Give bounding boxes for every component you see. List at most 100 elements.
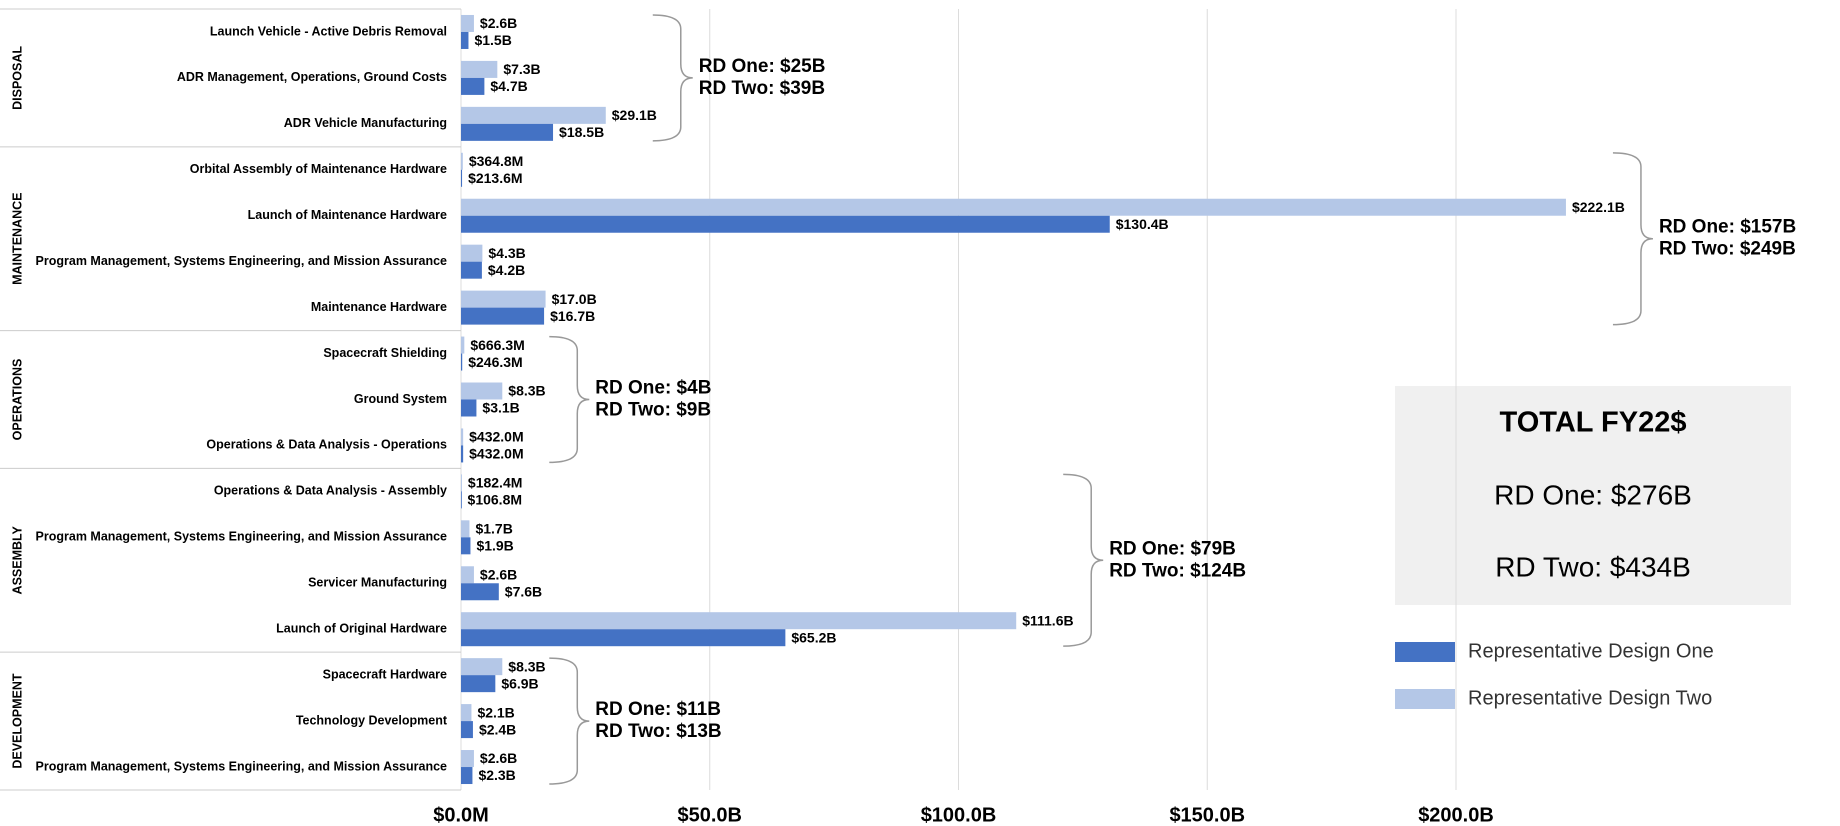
bar	[461, 31, 469, 49]
x-tick-label: $100.0B	[921, 804, 997, 826]
bar	[461, 612, 1017, 630]
group-annotation: RD One: $25B	[699, 56, 826, 77]
bar	[461, 215, 1110, 233]
value-label: $2.6B	[480, 566, 517, 582]
value-label: $222.1B	[1572, 199, 1625, 215]
category-label: ADR Vehicle Manufacturing	[284, 116, 447, 130]
group-annotation: RD One: $4B	[595, 378, 711, 399]
legend-label: Representative Design Two	[1468, 687, 1712, 709]
category-label: Program Management, Systems Engineering,…	[36, 254, 448, 268]
bar	[461, 152, 463, 170]
legend-label: Representative Design One	[1468, 640, 1714, 662]
category-label: Orbital Assembly of Maintenance Hardware	[190, 162, 447, 176]
value-label: $3.1B	[482, 400, 519, 416]
bar	[461, 704, 472, 722]
category-label: Spacecraft Hardware	[323, 667, 447, 681]
group-label: DISPOSAL	[10, 46, 24, 110]
value-label: $8.3B	[508, 383, 545, 399]
bar	[461, 767, 473, 785]
bar	[461, 123, 554, 141]
value-label: $16.7B	[550, 308, 595, 324]
bracket	[549, 657, 590, 785]
value-label: $29.1B	[612, 107, 657, 123]
x-tick-label: $0.0M	[433, 804, 489, 826]
bar	[461, 60, 498, 78]
value-label: $2.6B	[480, 750, 517, 766]
group-annotation: RD Two: $124B	[1109, 560, 1246, 581]
category-label: Operations & Data Analysis - Operations	[206, 438, 447, 452]
bar	[461, 169, 463, 187]
group-annotation: RD Two: $39B	[699, 78, 825, 99]
bar	[461, 658, 503, 676]
bar	[461, 491, 462, 509]
value-label: $666.3M	[470, 337, 524, 353]
category-label: Launch Vehicle - Active Debris Removal	[210, 24, 447, 38]
bar	[461, 198, 1566, 216]
value-label: $432.0M	[469, 429, 523, 445]
bar	[461, 629, 786, 647]
group-label: MAINTENANCE	[10, 193, 24, 285]
bar	[461, 566, 474, 584]
x-tick-label: $200.0B	[1418, 804, 1494, 826]
group-label: ASSEMBLY	[10, 525, 24, 594]
group-annotation: RD Two: $13B	[595, 721, 721, 742]
category-label: Operations & Data Analysis - Assembly	[214, 484, 447, 498]
category-label: Technology Development	[296, 713, 448, 727]
bar	[461, 77, 485, 95]
group-annotation: RD One: $11B	[595, 699, 721, 720]
value-label: $7.6B	[505, 583, 542, 599]
group-annotation: RD Two: $249B	[1659, 239, 1796, 260]
value-label: $4.3B	[488, 245, 525, 261]
bar	[461, 106, 606, 124]
bar	[461, 399, 477, 417]
total-title: TOTAL FY22$	[1500, 407, 1687, 439]
total-line: RD One: $276B	[1494, 479, 1692, 510]
value-label: $4.2B	[488, 262, 525, 278]
bar	[461, 428, 464, 446]
value-label: $111.6B	[1022, 612, 1073, 628]
group-label: DEVELOPMENT	[10, 673, 24, 769]
value-label: $130.4B	[1116, 216, 1169, 232]
value-label: $2.3B	[478, 767, 515, 783]
bar	[461, 307, 545, 325]
value-label: $106.8M	[468, 492, 522, 508]
category-label: Program Management, Systems Engineering,…	[36, 530, 448, 544]
bracket	[652, 14, 693, 142]
bar	[461, 353, 463, 371]
bar	[461, 14, 474, 32]
value-label: $1.5B	[474, 32, 511, 48]
value-label: $65.2B	[791, 629, 836, 645]
category-label: Launch of Maintenance Hardware	[248, 208, 447, 222]
legend-swatch	[1395, 642, 1455, 662]
category-label: ADR Management, Operations, Ground Costs	[177, 70, 447, 84]
bar	[461, 675, 496, 693]
bracket	[1063, 473, 1104, 647]
total-box	[1395, 386, 1791, 605]
bar	[461, 261, 482, 279]
value-label: $17.0B	[552, 291, 597, 307]
bar	[461, 445, 464, 463]
bar	[461, 750, 474, 768]
bar	[461, 721, 473, 739]
x-tick-label: $50.0B	[678, 804, 743, 826]
category-label: Servicer Manufacturing	[308, 576, 447, 590]
value-label: $1.7B	[475, 521, 512, 537]
value-label: $432.0M	[469, 446, 523, 462]
category-label: Program Management, Systems Engineering,…	[36, 759, 448, 773]
value-label: $213.6M	[468, 170, 522, 186]
value-label: $1.9B	[476, 538, 513, 554]
category-label: Ground System	[354, 392, 447, 406]
bar	[461, 244, 483, 262]
bar	[461, 382, 503, 400]
bracket	[1612, 152, 1653, 326]
bar	[461, 290, 546, 308]
bar	[461, 537, 471, 555]
category-label: Spacecraft Shielding	[323, 346, 447, 360]
group-annotation: RD Two: $9B	[595, 400, 711, 421]
category-label: Maintenance Hardware	[311, 300, 447, 314]
x-tick-label: $150.0B	[1169, 804, 1245, 826]
value-label: $246.3M	[468, 354, 522, 370]
value-label: $7.3B	[503, 61, 540, 77]
value-label: $6.9B	[501, 675, 538, 691]
